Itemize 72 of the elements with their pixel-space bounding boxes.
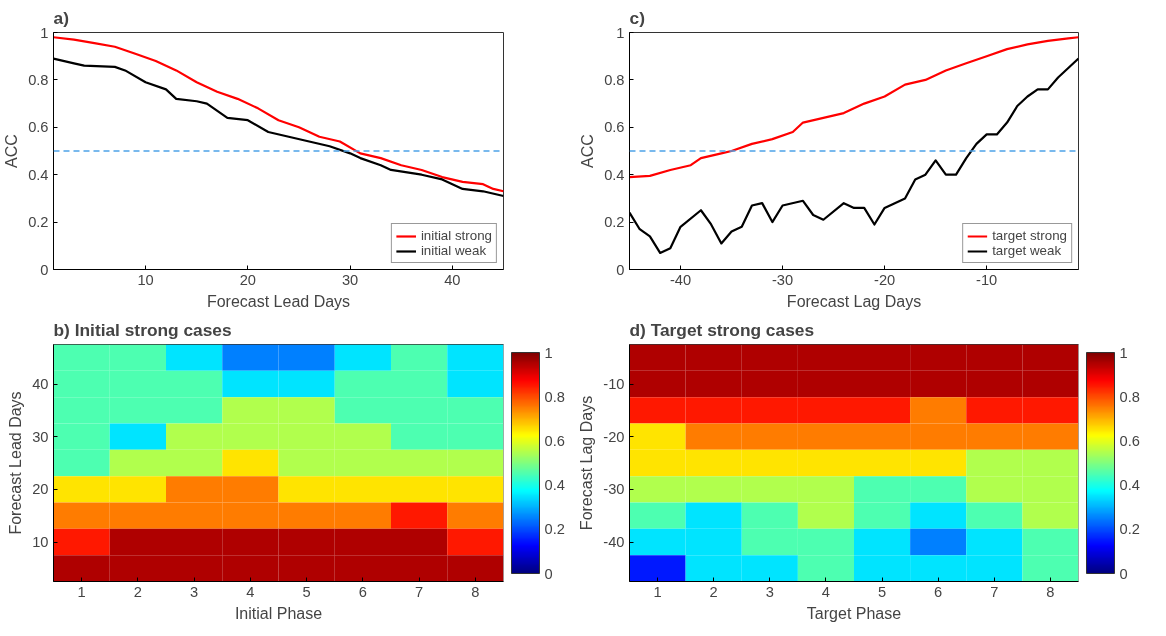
legend-label: initial weak [420, 243, 487, 258]
y-axis-title: ACC [3, 134, 21, 168]
y-tick-label: 0.6 [604, 119, 625, 136]
chart-title: b) Initial strong cases [53, 319, 232, 340]
color-bar-label: 0.8 [1119, 388, 1140, 405]
x-tick-label: 8 [471, 583, 480, 600]
color-bar-label: 1 [544, 344, 553, 361]
x-axis-title: Initial Phase [234, 604, 323, 622]
color-bar-label: 0.6 [1119, 432, 1140, 449]
x-axis-title: Target Phase [806, 604, 902, 622]
x-tick-label: 8 [1046, 583, 1055, 600]
chart-title: d) Target strong cases [629, 319, 815, 340]
x-tick-label: 2 [133, 583, 142, 600]
legend-label: initial strong [420, 228, 492, 243]
color-bar-label: 0.2 [1119, 521, 1140, 538]
x-tick-label: -30 [771, 271, 794, 288]
y-tick-label: -20 [603, 428, 625, 445]
y-axis-title: ACC [579, 134, 597, 168]
x-tick-label: 20 [239, 271, 256, 288]
y-tick-label: 0 [40, 261, 49, 278]
x-tick-label: 1 [653, 583, 662, 600]
y-tick-label: 0.6 [28, 119, 49, 136]
y-tick-label: -30 [603, 481, 625, 498]
y-tick-label: 1 [40, 24, 49, 41]
x-tick-label: 30 [341, 271, 359, 288]
y-tick-label: 0.4 [604, 166, 625, 183]
y-tick-label: 40 [32, 376, 49, 392]
color-bar-label: 0.4 [1119, 477, 1140, 494]
x-tick-label: 2 [709, 583, 718, 600]
y-tick-label: 10 [32, 534, 49, 550]
y-axis-title: Forecast Lag Days [578, 395, 596, 531]
chart-title: c) [629, 7, 645, 28]
x-tick-label: 3 [765, 583, 774, 600]
x-tick-label: 5 [877, 583, 887, 600]
x-tick-label: 7 [415, 583, 424, 600]
y-tick-label: -40 [603, 534, 625, 550]
x-axis-title: Forecast Lag Days [786, 292, 922, 310]
x-tick-label: 6 [358, 583, 367, 600]
y-tick-label: -10 [603, 376, 625, 392]
x-tick-label: 40 [444, 271, 461, 288]
x-tick-label: 10 [137, 271, 154, 288]
y-tick-label: 1 [616, 24, 625, 41]
legend-label: target weak [992, 243, 1062, 258]
x-tick-label: 3 [190, 583, 199, 600]
y-tick-label: 30 [32, 428, 49, 445]
y-tick-label: 0.2 [28, 214, 49, 231]
y-tick-label: 0.8 [28, 71, 49, 88]
color-bar-label: 0.6 [544, 432, 565, 449]
x-axis-title: Forecast Lead Days [206, 292, 351, 310]
color-bar-label: 1 [1119, 344, 1128, 361]
y-tick-label: 0.8 [604, 71, 625, 88]
color-bar-label: 0.4 [544, 477, 565, 494]
x-tick-label: 1 [77, 583, 86, 600]
x-tick-label: -20 [874, 271, 896, 288]
x-tick-label: 7 [990, 583, 999, 600]
color-bar-label: 0 [544, 565, 553, 582]
x-tick-label: -10 [976, 271, 998, 288]
x-tick-label: -40 [669, 271, 692, 288]
chart-title: a) [53, 7, 69, 28]
legend-label: target strong [992, 228, 1067, 243]
x-tick-label: 4 [821, 583, 831, 600]
x-tick-label: 5 [302, 583, 311, 600]
color-bar-label: 0 [1119, 565, 1128, 582]
x-tick-label: 4 [246, 583, 255, 600]
y-tick-label: 0 [616, 261, 625, 278]
y-tick-label: 0.4 [28, 166, 49, 183]
y-axis-title: Forecast Lead Days [7, 391, 25, 535]
y-tick-label: 0.2 [604, 214, 625, 231]
color-bar-label: 0.8 [544, 388, 565, 405]
x-tick-label: 6 [934, 583, 943, 600]
y-tick-label: 20 [32, 481, 49, 498]
color-bar-label: 0.2 [544, 521, 565, 538]
